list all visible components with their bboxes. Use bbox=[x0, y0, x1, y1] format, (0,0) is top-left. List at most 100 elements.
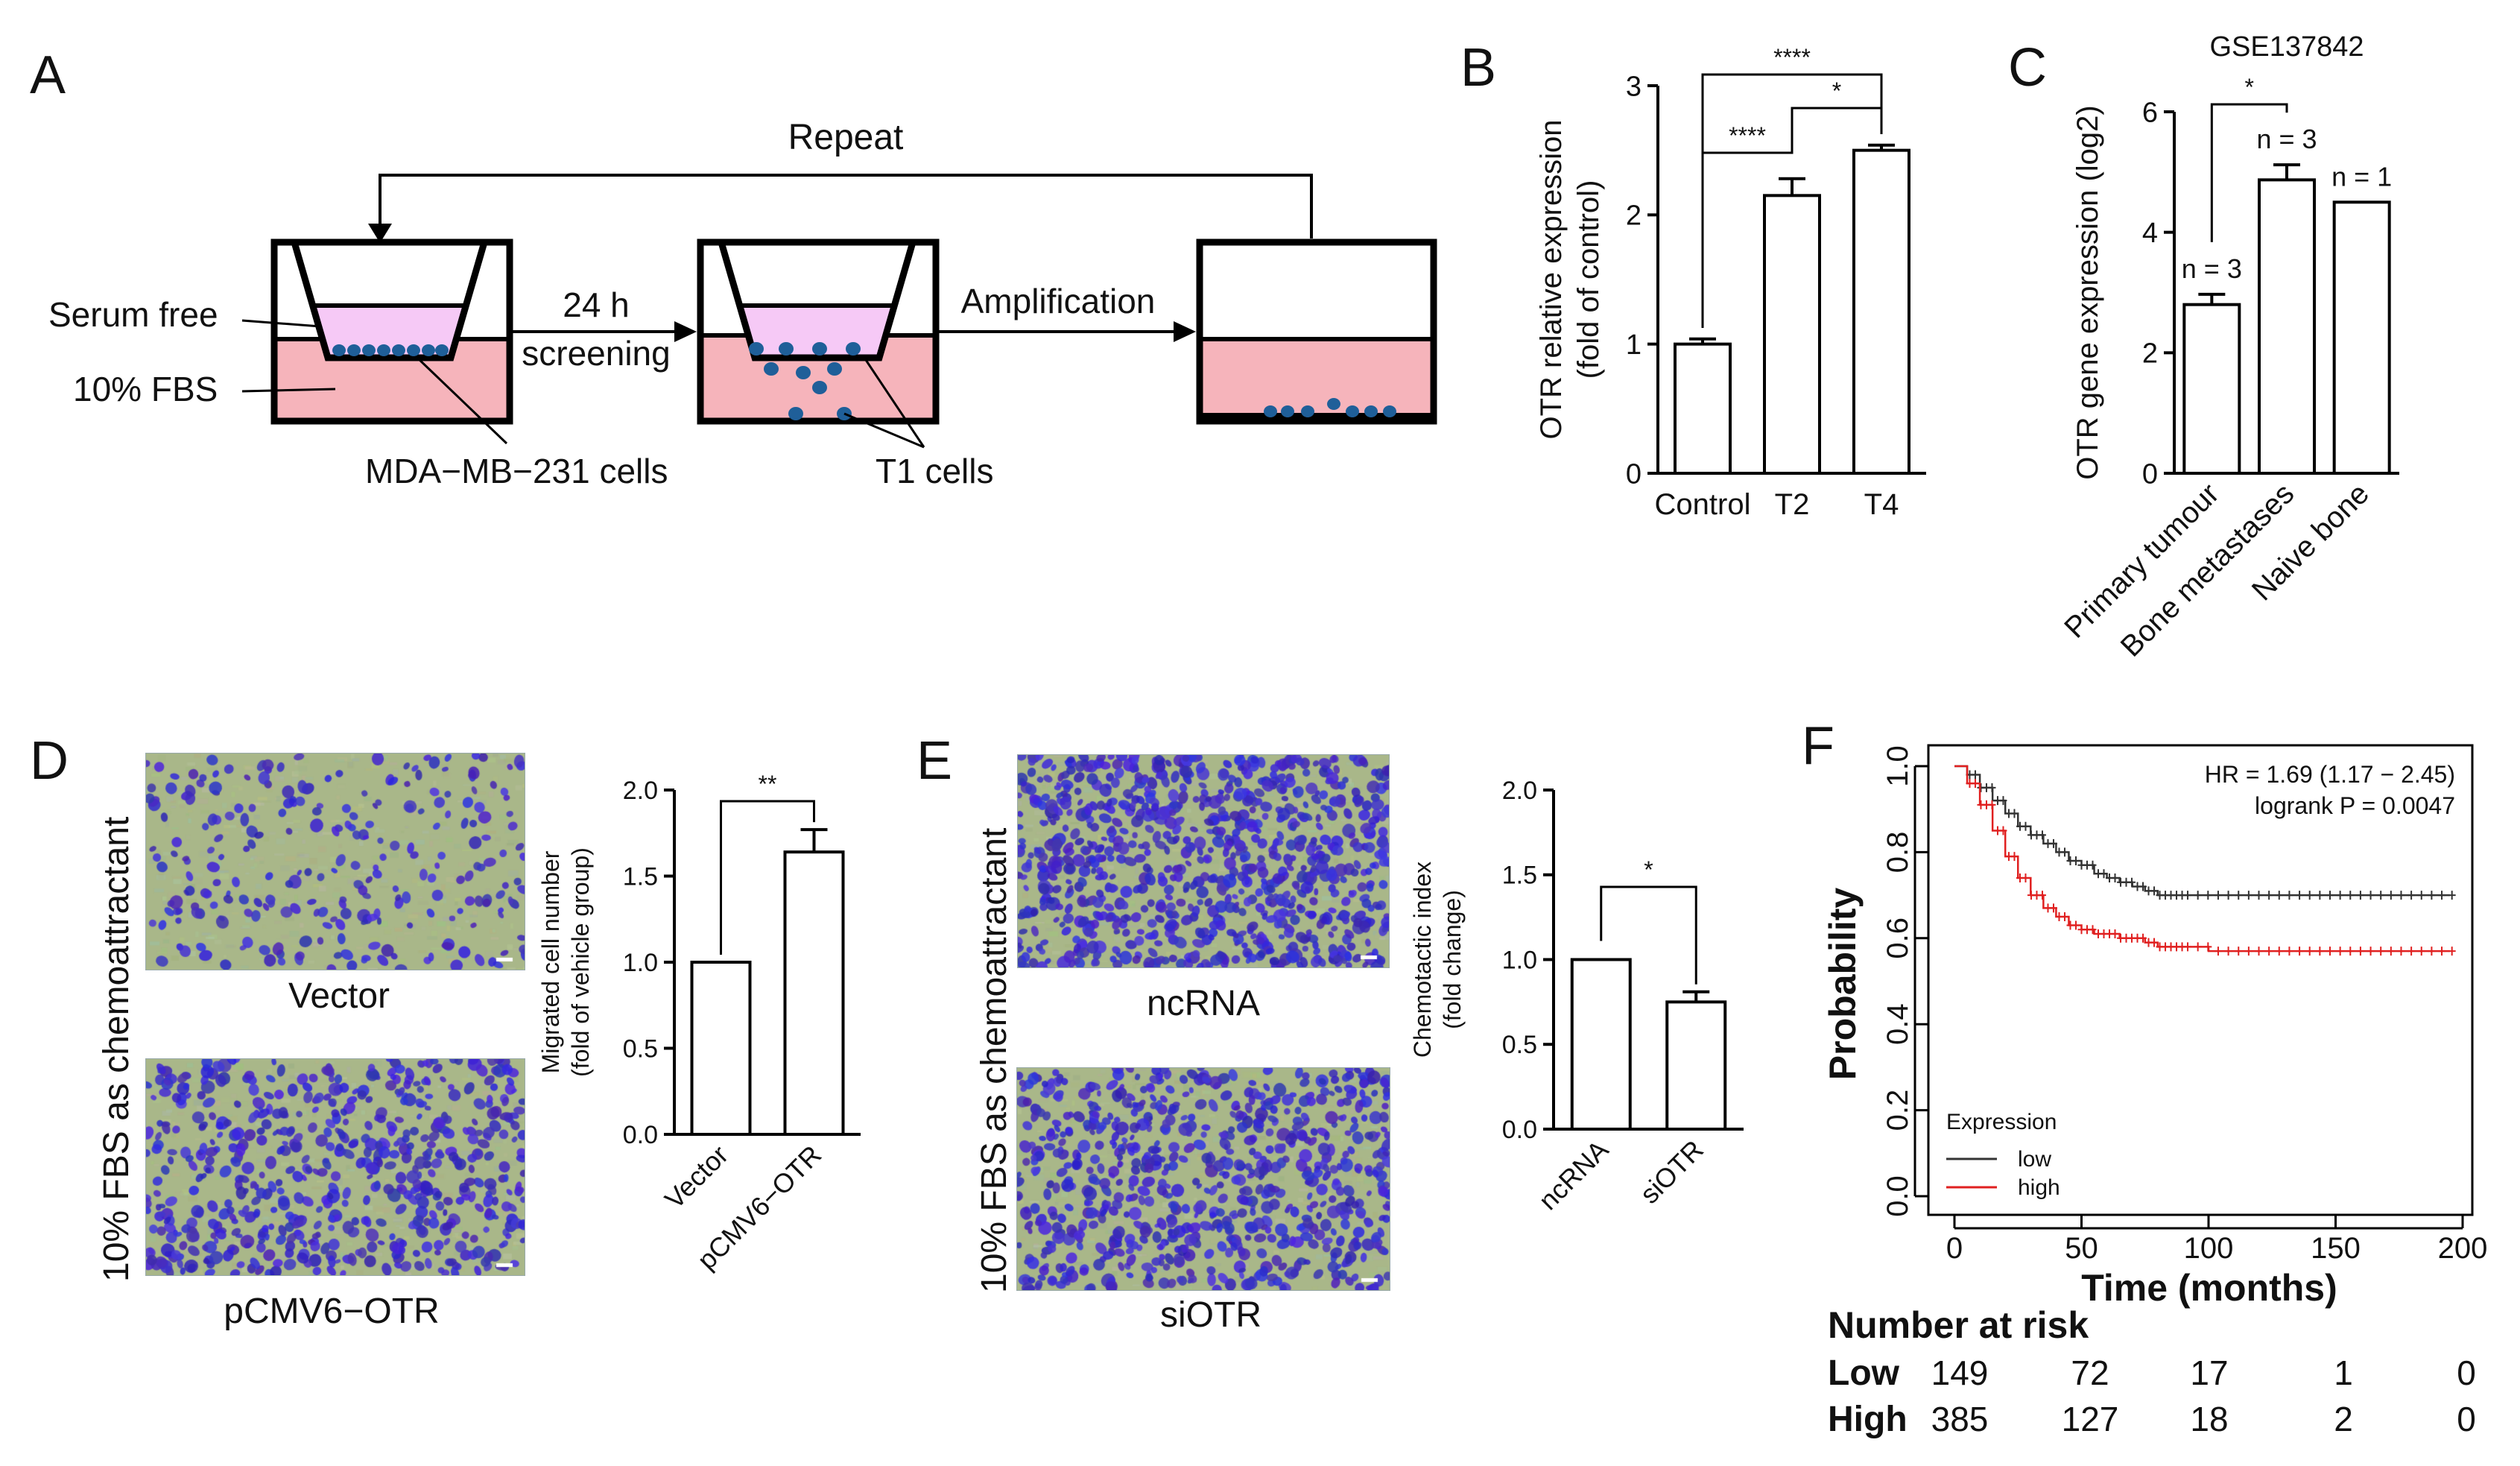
significance-bracket bbox=[1600, 885, 1697, 985]
chart-e: 0.0 0.5 1.0 1.5 2.0 Chemotactic index (fold ch… bbox=[1409, 777, 1744, 1216]
km-x-tick-label: 0 bbox=[1946, 1232, 1963, 1265]
significance-label: **** bbox=[1773, 44, 1811, 71]
panel-e-side-label: 10% FBS as chemoattractant bbox=[975, 828, 1014, 1293]
km-censor-mark bbox=[2139, 882, 2147, 891]
km-censor-mark bbox=[2316, 891, 2324, 900]
y-tick-label: 2 bbox=[1626, 200, 1642, 232]
km-censor-mark bbox=[2038, 830, 2046, 840]
km-censor-mark bbox=[2060, 911, 2068, 921]
category-label: Vector bbox=[659, 1140, 734, 1215]
amplification-label: Amplification bbox=[961, 282, 1156, 320]
y-axis-label: (fold of control) bbox=[1572, 180, 1605, 379]
km-censor-mark bbox=[2235, 891, 2243, 900]
km-censor-mark bbox=[2377, 891, 2385, 900]
km-censor-mark bbox=[2214, 947, 2222, 956]
km-censor-mark bbox=[2275, 947, 2283, 956]
y-tick-label: 1.0 bbox=[623, 949, 658, 977]
category-label: ncRNA bbox=[1533, 1134, 1615, 1216]
t1-cells-label: T1 cells bbox=[876, 452, 993, 490]
km-censor-mark bbox=[2377, 947, 2385, 956]
km-censor-mark bbox=[2438, 891, 2446, 900]
y-axis-label: Migrated cell number bbox=[537, 850, 564, 1073]
bar-t2 bbox=[1763, 194, 1821, 475]
amplification-arrow bbox=[1174, 321, 1196, 342]
bar-ncrna bbox=[1570, 958, 1632, 1131]
well1-cells bbox=[332, 344, 449, 356]
screening-arrow bbox=[674, 321, 697, 342]
bar-vector bbox=[690, 961, 752, 1136]
km-censor-mark bbox=[2336, 947, 2344, 956]
micrograph-siotr bbox=[1016, 1067, 1390, 1291]
km-censor-mark bbox=[2417, 891, 2425, 900]
km-censor-mark bbox=[2417, 947, 2425, 956]
risk-group-high: High bbox=[1828, 1400, 1908, 1439]
panel-e-caption-ncrna: ncRNA bbox=[1147, 984, 1260, 1023]
risk-value: 72 bbox=[2071, 1353, 2109, 1392]
significance-label: * bbox=[1832, 78, 1841, 104]
significance-label: * bbox=[1644, 856, 1653, 883]
risk-value: 149 bbox=[1931, 1353, 1989, 1392]
y-tick-label: 1.5 bbox=[1502, 862, 1537, 890]
km-y-tick-label: 0.0 bbox=[1881, 1175, 1914, 1217]
well3-medium bbox=[1200, 339, 1434, 421]
km-y-tick-label: 0.6 bbox=[1881, 917, 1914, 959]
km-censor-mark bbox=[2316, 947, 2324, 956]
km-ylabel: Probability bbox=[1822, 888, 1864, 1081]
panel-e-caption-siotr: siOTR bbox=[1160, 1295, 1261, 1335]
well2-cells bbox=[749, 342, 861, 420]
risk-value: 385 bbox=[1931, 1400, 1989, 1438]
km-hr-text: HR = 1.69 (1.17 − 2.45) bbox=[2205, 761, 2455, 788]
km-censor-mark bbox=[2296, 947, 2304, 956]
km-censor-mark bbox=[2285, 891, 2293, 900]
km-censor-mark bbox=[2296, 891, 2304, 900]
km-censor-mark bbox=[2387, 947, 2395, 956]
repeat-arrow-head bbox=[368, 224, 392, 243]
km-censor-mark bbox=[1999, 796, 2007, 806]
km-censor-mark bbox=[2397, 891, 2405, 900]
serum-free-label: Serum free bbox=[48, 295, 218, 334]
y-tick-label: 0.5 bbox=[623, 1034, 658, 1063]
km-censor-mark bbox=[2150, 938, 2159, 947]
y-tick-label: 1.5 bbox=[623, 862, 658, 891]
km-y-tick-label: 0.4 bbox=[1881, 1003, 1914, 1045]
significance-bracket bbox=[2210, 103, 2288, 242]
km-censor-mark bbox=[2060, 847, 2068, 857]
y-tick-label: 1 bbox=[1626, 329, 1642, 361]
category-label: T2 bbox=[1775, 488, 1810, 521]
km-censor-mark bbox=[2224, 891, 2232, 900]
km-censor-marks-low bbox=[1966, 770, 2456, 900]
km-censor-mark bbox=[2235, 947, 2243, 956]
y-tick-label: 2 bbox=[2142, 338, 2158, 370]
y-axis-label: (fold change) bbox=[1439, 890, 1466, 1029]
km-logrank-text: logrank P = 0.0047 bbox=[2255, 792, 2455, 819]
km-censor-mark bbox=[2397, 947, 2405, 956]
km-censor-mark bbox=[2275, 891, 2283, 900]
km-censor-mark bbox=[2022, 821, 2030, 831]
km-censor-mark bbox=[2448, 891, 2456, 900]
well3-cells bbox=[1264, 398, 1396, 417]
risk-table: Low 149 72 17 1 0 High 385 127 18 2 0 bbox=[1828, 1353, 2476, 1439]
km-censor-mark bbox=[2111, 929, 2119, 939]
micrograph-vector bbox=[145, 753, 525, 970]
n-label: n = 3 bbox=[2182, 253, 2242, 284]
km-censor-mark bbox=[2244, 947, 2253, 956]
risk-value: 127 bbox=[2062, 1400, 2119, 1438]
category-label: Control bbox=[1655, 488, 1751, 521]
risk-table-title: Number at risk bbox=[1828, 1304, 2089, 1346]
significance-bracket bbox=[1791, 107, 1883, 138]
panel-a-label: A bbox=[30, 45, 66, 105]
km-x-tick-label: 200 bbox=[2438, 1232, 2488, 1265]
km-censor-mark bbox=[2305, 947, 2314, 956]
km-censor-mark bbox=[2428, 947, 2436, 956]
risk-value: 0 bbox=[2457, 1353, 2476, 1392]
km-censor-mark bbox=[1971, 770, 1979, 780]
panel-a: A Repeat Serum free 10% FBS MDA−MB−231 c… bbox=[30, 45, 1437, 490]
well1-insert bbox=[291, 241, 488, 361]
km-legend-low: low bbox=[2018, 1147, 2051, 1172]
km-x-tick-label: 150 bbox=[2311, 1232, 2361, 1265]
km-censor-mark bbox=[2407, 891, 2416, 900]
km-censor-mark bbox=[2326, 947, 2334, 956]
km-censor-mark bbox=[2346, 947, 2355, 956]
micrograph-pcmv6-otr bbox=[145, 1058, 525, 1276]
